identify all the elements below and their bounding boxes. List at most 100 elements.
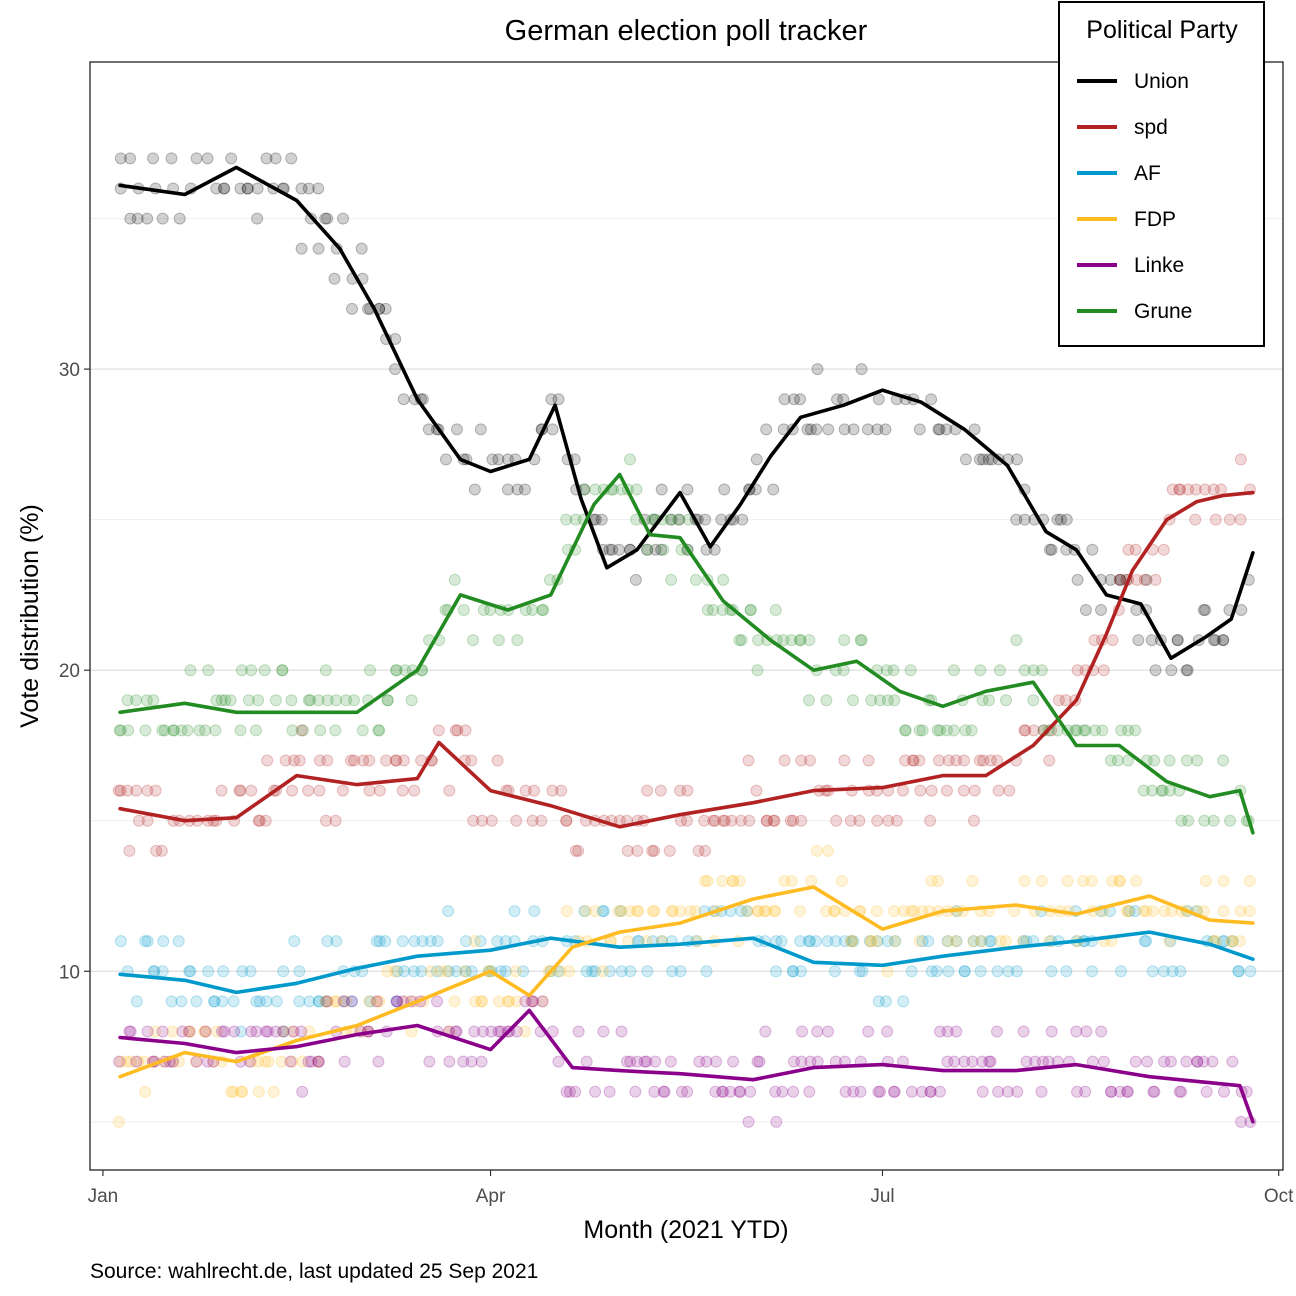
poll-point xyxy=(1189,483,1202,496)
poll-point xyxy=(139,724,152,737)
poll-point xyxy=(589,905,602,918)
poll-point xyxy=(285,694,298,707)
poll-point xyxy=(124,212,137,225)
poll-point xyxy=(664,513,677,526)
poll-point xyxy=(733,634,746,647)
poll-point xyxy=(390,995,403,1008)
poll-point xyxy=(580,965,593,978)
poll-point xyxy=(468,483,481,496)
poll-point xyxy=(1017,1025,1030,1038)
poll-point xyxy=(700,965,713,978)
poll-point xyxy=(1089,724,1102,737)
poll-point xyxy=(329,814,342,827)
poll-point xyxy=(508,905,521,918)
poll-point xyxy=(700,1055,713,1068)
poll-point xyxy=(794,634,807,647)
poll-point xyxy=(603,965,616,978)
poll-point xyxy=(130,784,143,797)
chart-caption: Source: wahlrecht.de, last updated 25 Se… xyxy=(90,1260,538,1283)
poll-point xyxy=(905,965,918,978)
poll-point xyxy=(399,664,412,677)
poll-point xyxy=(123,1025,136,1038)
poll-point xyxy=(258,664,271,677)
poll-point xyxy=(811,1025,824,1038)
poll-point xyxy=(130,1055,143,1068)
poll-point xyxy=(1069,724,1082,737)
poll-point xyxy=(897,905,910,918)
poll-point xyxy=(828,905,841,918)
poll-point xyxy=(381,694,394,707)
poll-point xyxy=(1054,513,1067,526)
poll-point xyxy=(336,784,349,797)
poll-point xyxy=(596,905,609,918)
poll-point xyxy=(210,694,223,707)
poll-point xyxy=(674,965,687,978)
poll-point xyxy=(931,874,944,887)
poll-point xyxy=(293,995,306,1008)
poll-point xyxy=(519,784,532,797)
poll-point xyxy=(224,694,237,707)
poll-point xyxy=(156,724,169,737)
poll-point xyxy=(855,634,868,647)
poll-point xyxy=(295,724,308,737)
poll-point xyxy=(517,965,530,978)
poll-point xyxy=(787,965,800,978)
poll-point xyxy=(915,1085,928,1098)
poll-point xyxy=(829,935,842,948)
poll-point xyxy=(183,965,196,978)
poll-point xyxy=(295,1025,308,1038)
poll-point xyxy=(321,212,334,225)
poll-point xyxy=(1224,814,1237,827)
poll-point xyxy=(321,754,334,767)
poll-point xyxy=(157,935,170,948)
poll-point xyxy=(727,1055,740,1068)
poll-point xyxy=(1051,513,1064,526)
poll-point xyxy=(344,754,357,767)
poll-point xyxy=(1045,543,1058,556)
poll-point xyxy=(270,995,283,1008)
poll-point xyxy=(1180,1055,1193,1068)
poll-point xyxy=(821,1025,834,1038)
poll-point xyxy=(1235,1115,1248,1128)
poll-point xyxy=(793,634,806,647)
poll-point xyxy=(887,664,900,677)
poll-point xyxy=(219,694,232,707)
poll-point xyxy=(465,1055,478,1068)
poll-point xyxy=(260,152,273,165)
poll-point xyxy=(493,995,506,1008)
poll-point xyxy=(346,995,359,1008)
poll-point xyxy=(1226,935,1239,948)
poll-point xyxy=(1138,935,1151,948)
poll-point xyxy=(114,784,127,797)
poll-point xyxy=(1146,905,1159,918)
poll-point xyxy=(397,754,410,767)
poll-point xyxy=(1106,874,1119,887)
poll-point xyxy=(373,935,386,948)
poll-point xyxy=(485,814,498,827)
poll-point xyxy=(975,935,988,948)
poll-point xyxy=(1232,965,1245,978)
poll-point xyxy=(665,573,678,586)
poll-point xyxy=(397,393,410,406)
poll-point xyxy=(1206,1055,1219,1068)
poll-point xyxy=(1217,1085,1230,1098)
poll-point xyxy=(363,995,376,1008)
poll-point xyxy=(1180,754,1193,767)
poll-point xyxy=(716,603,729,616)
poll-point xyxy=(474,935,487,948)
poll-point xyxy=(785,634,798,647)
poll-point xyxy=(733,1085,746,1098)
poll-point xyxy=(1174,965,1187,978)
poll-point xyxy=(156,965,169,978)
poll-point xyxy=(674,905,687,918)
poll-point xyxy=(572,844,585,857)
poll-point xyxy=(1140,935,1153,948)
poll-point xyxy=(734,1085,747,1098)
poll-point xyxy=(1215,483,1228,496)
poll-point xyxy=(838,634,851,647)
poll-point xyxy=(1217,905,1230,918)
poll-point xyxy=(250,995,263,1008)
poll-point xyxy=(916,724,929,737)
poll-point xyxy=(1018,874,1031,887)
poll-point xyxy=(913,423,926,436)
